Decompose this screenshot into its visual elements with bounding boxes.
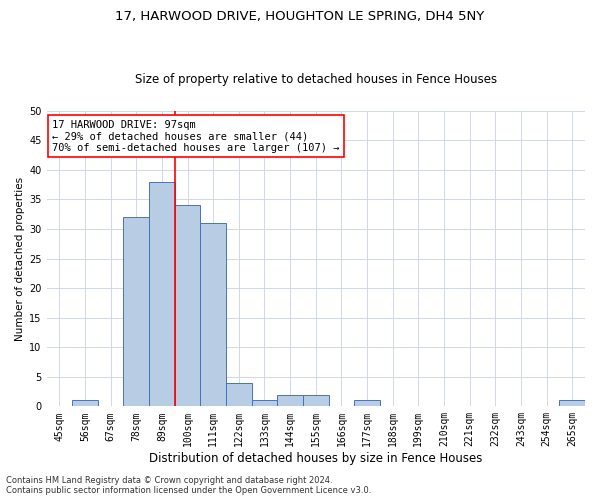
Bar xyxy=(277,394,303,406)
Text: 17, HARWOOD DRIVE, HOUGHTON LE SPRING, DH4 5NY: 17, HARWOOD DRIVE, HOUGHTON LE SPRING, D… xyxy=(115,10,485,23)
Bar xyxy=(251,400,277,406)
Bar xyxy=(303,394,329,406)
Bar xyxy=(354,400,380,406)
Bar xyxy=(226,382,251,406)
Bar xyxy=(559,400,585,406)
Text: Contains HM Land Registry data © Crown copyright and database right 2024.
Contai: Contains HM Land Registry data © Crown c… xyxy=(6,476,371,495)
Bar xyxy=(72,400,98,406)
Bar xyxy=(200,223,226,406)
Bar xyxy=(124,217,149,406)
Text: 17 HARWOOD DRIVE: 97sqm
← 29% of detached houses are smaller (44)
70% of semi-de: 17 HARWOOD DRIVE: 97sqm ← 29% of detache… xyxy=(52,120,340,153)
Title: Size of property relative to detached houses in Fence Houses: Size of property relative to detached ho… xyxy=(135,73,497,86)
Bar xyxy=(149,182,175,406)
Bar xyxy=(175,206,200,406)
X-axis label: Distribution of detached houses by size in Fence Houses: Distribution of detached houses by size … xyxy=(149,452,482,465)
Y-axis label: Number of detached properties: Number of detached properties xyxy=(15,176,25,340)
